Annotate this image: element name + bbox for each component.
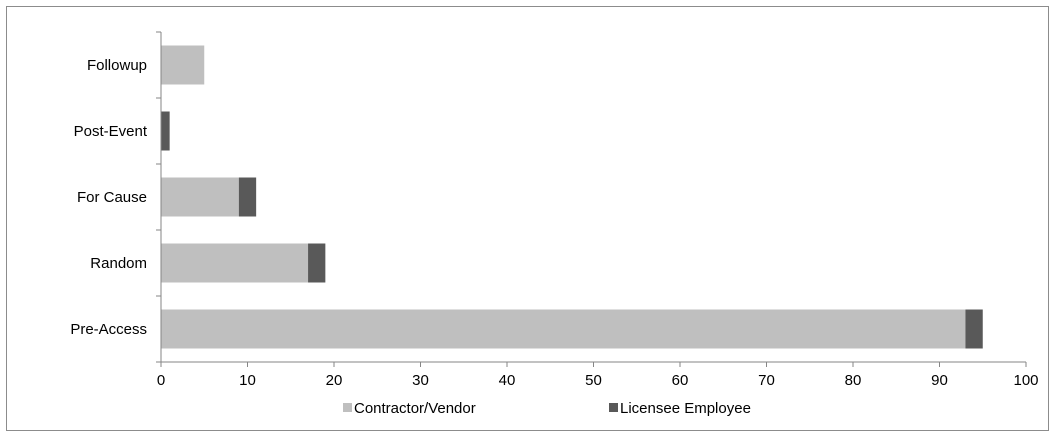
x-tick-label: 90 (931, 372, 948, 389)
x-ticks-group: 0 10 20 30 40 50 60 70 80 90 100 (157, 362, 1039, 389)
bar-random-series-0 (161, 243, 309, 283)
bar-pre-access-series-0 (161, 309, 966, 349)
x-tick-label: 10 (239, 372, 256, 389)
x-tick-label: 20 (326, 372, 343, 389)
y-category-label: Followup (87, 57, 147, 74)
x-tick-label: 30 (412, 372, 429, 389)
bar-for-cause-series-0 (161, 177, 239, 217)
bar-followup-series-0 (161, 45, 205, 85)
legend: Contractor/Vendor Licensee Employee (343, 400, 751, 417)
y-category-label: For Cause (77, 189, 147, 206)
y-category-label: Random (90, 255, 147, 272)
bar-post-event-series-1 (161, 111, 170, 151)
legend-label: Contractor/Vendor (354, 400, 476, 417)
bars-group (161, 45, 983, 349)
legend-swatch (609, 403, 618, 412)
y-categories-group: Followup Post-Event For Cause Random Pre-Acc… (70, 57, 148, 338)
x-tick-label: 100 (1013, 372, 1038, 389)
x-tick-label: 50 (585, 372, 602, 389)
bar-for-cause-series-1 (238, 177, 257, 217)
x-tick-label: 40 (499, 372, 516, 389)
y-category-label: Post-Event (74, 123, 148, 140)
x-tick-label: 60 (672, 372, 689, 389)
legend-swatch (343, 403, 352, 412)
bar-pre-access-series-1 (965, 309, 983, 349)
x-tick-label: 70 (758, 372, 775, 389)
x-tick-label: 0 (157, 372, 165, 389)
x-tick-label: 80 (845, 372, 862, 389)
legend-label: Licensee Employee (620, 400, 751, 417)
bar-random-series-1 (308, 243, 326, 283)
y-category-label: Pre-Access (70, 321, 147, 338)
